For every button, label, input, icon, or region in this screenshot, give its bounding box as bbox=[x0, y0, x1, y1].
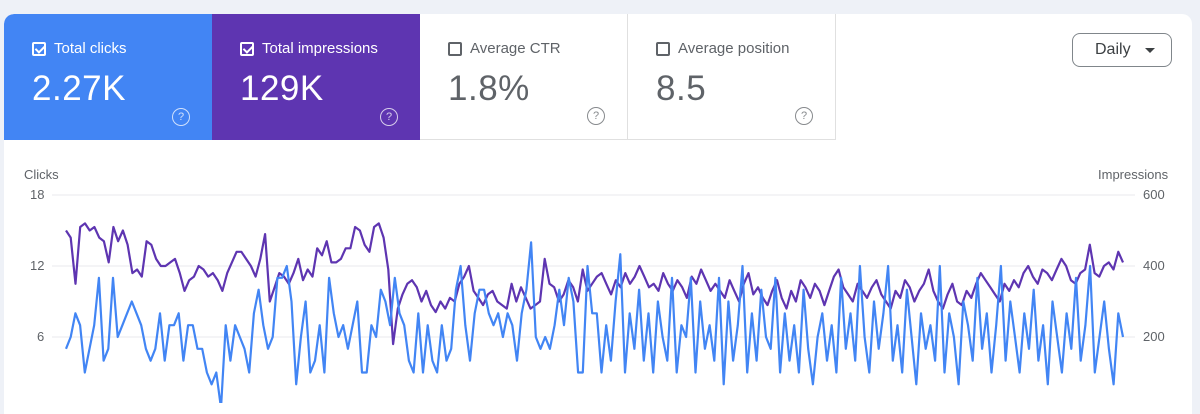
checkbox-unchecked-icon[interactable] bbox=[656, 41, 670, 56]
metric-label: Total impressions bbox=[262, 40, 378, 57]
left-tick: 6 bbox=[37, 329, 45, 344]
metric-label: Average position bbox=[678, 40, 790, 57]
metric-value: 129K bbox=[240, 69, 324, 108]
metric-value: 1.8% bbox=[448, 69, 530, 108]
left-axis-title: Clicks bbox=[24, 167, 59, 182]
metric-value: 8.5 bbox=[656, 69, 707, 108]
left-tick: 12 bbox=[30, 258, 45, 273]
metric-average-ctr[interactable]: Average CTR 1.8% ? bbox=[420, 14, 628, 140]
help-icon[interactable]: ? bbox=[172, 108, 190, 126]
right-tick: 200 bbox=[1143, 329, 1165, 344]
metric-total-clicks[interactable]: Total clicks 2.27K ? bbox=[4, 14, 212, 140]
clicks-series-line bbox=[64, 241, 1125, 403]
metric-value: 2.27K bbox=[32, 69, 126, 108]
right-tick: 600 bbox=[1143, 187, 1165, 202]
checkbox-checked-icon[interactable] bbox=[32, 41, 46, 56]
metric-total-impressions[interactable]: Total impressions 129K ? bbox=[212, 14, 420, 140]
help-icon[interactable]: ? bbox=[380, 108, 398, 126]
checkbox-checked-icon[interactable] bbox=[240, 41, 254, 56]
caret-down-icon bbox=[1145, 47, 1155, 53]
metric-label: Total clicks bbox=[54, 40, 127, 57]
right-axis-title: Impressions bbox=[1098, 167, 1169, 182]
help-icon[interactable]: ? bbox=[795, 107, 813, 125]
impressions-series-line bbox=[65, 222, 1125, 346]
granularity-selected: Daily bbox=[1095, 41, 1131, 58]
right-tick: 400 bbox=[1143, 258, 1165, 273]
checkbox-unchecked-icon[interactable] bbox=[448, 41, 462, 56]
left-tick: 18 bbox=[30, 187, 45, 202]
metric-average-position[interactable]: Average position 8.5 ? bbox=[628, 14, 836, 140]
granularity-dropdown[interactable]: Daily bbox=[1072, 33, 1172, 67]
performance-chart bbox=[52, 194, 1135, 403]
metric-label: Average CTR bbox=[470, 40, 561, 57]
help-icon[interactable]: ? bbox=[587, 107, 605, 125]
performance-card: Total clicks 2.27K ? Total impressions 1… bbox=[4, 14, 1192, 414]
